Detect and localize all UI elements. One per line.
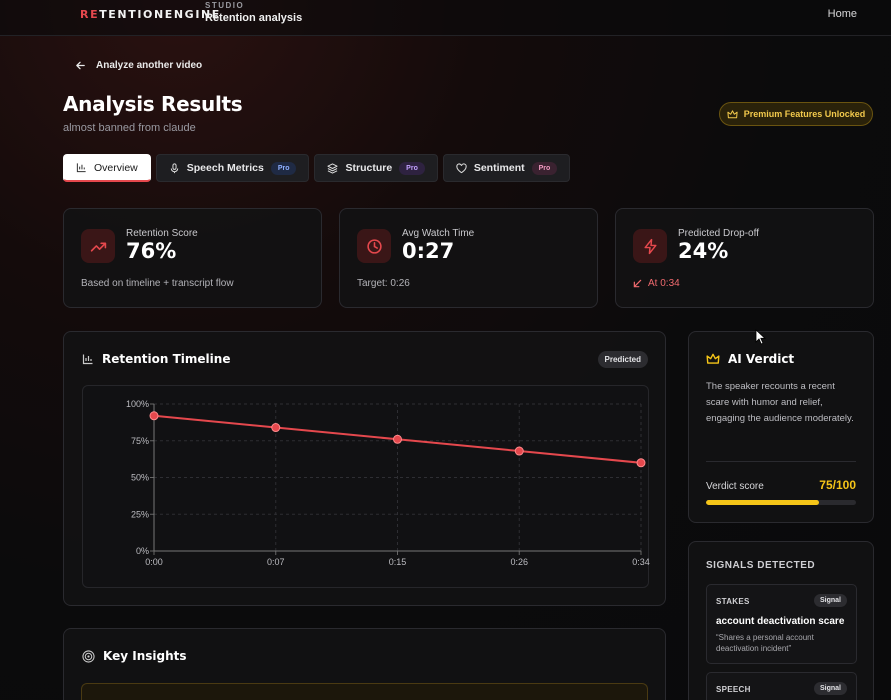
key-insights-panel: Key Insights: [63, 628, 666, 700]
back-label: Analyze another video: [96, 60, 203, 71]
x-tick-label: 0:07: [267, 557, 285, 567]
verdict-score-fill: [706, 500, 819, 505]
premium-badge: Premium Features Unlocked: [719, 102, 873, 126]
section-title: Retention analysis: [205, 12, 303, 24]
signals-panel: SIGNALS DETECTED STAKES Signal account d…: [688, 541, 874, 700]
y-tick-label: 100%: [126, 399, 149, 409]
drop-off-time: At 0:34: [648, 278, 680, 289]
pro-badge: Pro: [531, 161, 558, 175]
signal-card[interactable]: STAKES Signal account deactivation scare…: [706, 584, 857, 664]
predicted-badge: Predicted: [597, 351, 648, 368]
x-tick-label: 0:26: [510, 557, 528, 567]
data-point: [636, 458, 646, 468]
signals-title: SIGNALS DETECTED: [706, 560, 816, 571]
stat-value: 76%: [126, 239, 177, 263]
tab-sentiment[interactable]: Sentiment Pro: [442, 154, 571, 182]
signal-card[interactable]: SPEECH Signal: [706, 672, 857, 700]
stat-label: Avg Watch Time: [402, 228, 475, 239]
panel-title: Key Insights: [82, 649, 187, 663]
data-point: [271, 423, 281, 433]
layers-icon: [327, 162, 339, 174]
clock-icon: [357, 229, 391, 263]
stat-card-watch-time: Avg Watch Time 0:27 Target: 0:26: [339, 208, 598, 308]
stat-card-drop-off: Predicted Drop-off 24% At 0:34: [615, 208, 874, 308]
trending-up-icon: [81, 229, 115, 263]
signal-quote: “Shares a personal account deactivation …: [716, 633, 814, 653]
x-tick-label: 0:00: [145, 557, 163, 567]
arrow-down-left-icon: [633, 279, 642, 288]
tab-speech-metrics[interactable]: Speech Metrics Pro: [155, 154, 310, 182]
insights-title: Key Insights: [103, 649, 187, 663]
heart-icon: [456, 163, 467, 173]
divider: [706, 461, 856, 462]
video-title: almost banned from claude: [63, 122, 196, 134]
verdict-title: AI Verdict: [728, 352, 795, 366]
retention-chart: 0% 25% 50% 75% 100% 0:00 0:07 0:15 0:26 0:34: [82, 385, 650, 588]
stat-note: At 0:34: [633, 278, 680, 289]
tab-bar: Overview Speech Metrics Pro Structure Pr…: [63, 154, 571, 182]
target-icon: [82, 649, 95, 663]
mic-icon: [170, 162, 178, 173]
bar-chart-icon: [82, 354, 93, 365]
stat-label: Retention Score: [126, 228, 198, 239]
ai-verdict-panel: AI Verdict The speaker recounts a recent…: [688, 331, 874, 523]
tab-label: Speech Metrics: [186, 162, 264, 174]
stat-label: Predicted Drop-off: [678, 228, 759, 239]
y-tick-label: 25%: [131, 509, 149, 519]
stat-value: 24%: [678, 239, 729, 263]
signal-headline: account deactivation scare: [716, 616, 845, 627]
top-bar: RETENTIONENGINE STUDIO Retention analysi…: [0, 0, 891, 36]
bar-chart-icon: [76, 163, 86, 173]
tab-structure[interactable]: Structure Pro: [314, 154, 438, 182]
verdict-score-value: 75/100: [819, 478, 856, 492]
arrow-left-icon: [76, 61, 85, 70]
data-point: [149, 411, 159, 421]
crown-icon: [706, 353, 720, 364]
pro-badge: Pro: [270, 161, 297, 175]
premium-label: Premium Features Unlocked: [743, 109, 866, 119]
panel-title: Retention Timeline: [82, 352, 230, 366]
page-title: Analysis Results: [63, 92, 243, 116]
tab-label: Structure: [345, 162, 393, 174]
retention-timeline-panel: Retention Timeline Predicted 0% 25% 50% 75%…: [63, 331, 666, 606]
insight-item: [81, 683, 648, 700]
verdict-score-bar: [706, 500, 856, 505]
stat-value: 0:27: [402, 239, 455, 263]
x-tick-label: 0:15: [389, 557, 407, 567]
zap-icon: [633, 229, 667, 263]
retention-line-chart: 0% 25% 50% 75% 100% 0:00 0:07 0:15 0:26 0:34: [126, 399, 650, 567]
home-link[interactable]: Home: [827, 8, 857, 20]
signal-type: SPEECH: [716, 685, 751, 694]
tab-label: Sentiment: [473, 162, 525, 174]
tab-overview[interactable]: Overview: [63, 154, 151, 182]
mouse-cursor-icon: [755, 329, 766, 345]
signal-badge: Signal: [813, 682, 847, 695]
stat-note: Target: 0:26: [357, 278, 410, 289]
studio-label: STUDIO: [205, 1, 245, 10]
tab-label: Overview: [94, 161, 138, 174]
brand-logo[interactable]: RETENTIONENGINE: [80, 8, 221, 21]
y-tick-label: 0%: [136, 546, 149, 556]
back-link[interactable]: Analyze another video: [75, 60, 202, 71]
x-tick-label: 0:34: [632, 557, 650, 567]
stat-card-retention: Retention Score 76% Based on timeline + …: [63, 208, 322, 308]
timeline-title: Retention Timeline: [102, 352, 231, 366]
data-point: [393, 434, 402, 444]
stat-note: Based on timeline + transcript flow: [81, 278, 234, 289]
signal-badge: Signal: [813, 594, 847, 607]
pro-badge: Pro: [399, 161, 425, 175]
panel-title: AI Verdict: [706, 352, 794, 366]
y-tick-label: 50%: [131, 473, 149, 483]
verdict-text: The speaker recounts a recent scare with…: [706, 381, 854, 424]
signal-type: STAKES: [716, 597, 750, 606]
verdict-score-label: Verdict score: [706, 481, 764, 492]
crown-icon: [727, 109, 738, 118]
data-point: [514, 446, 524, 456]
y-tick-label: 75%: [131, 436, 149, 446]
